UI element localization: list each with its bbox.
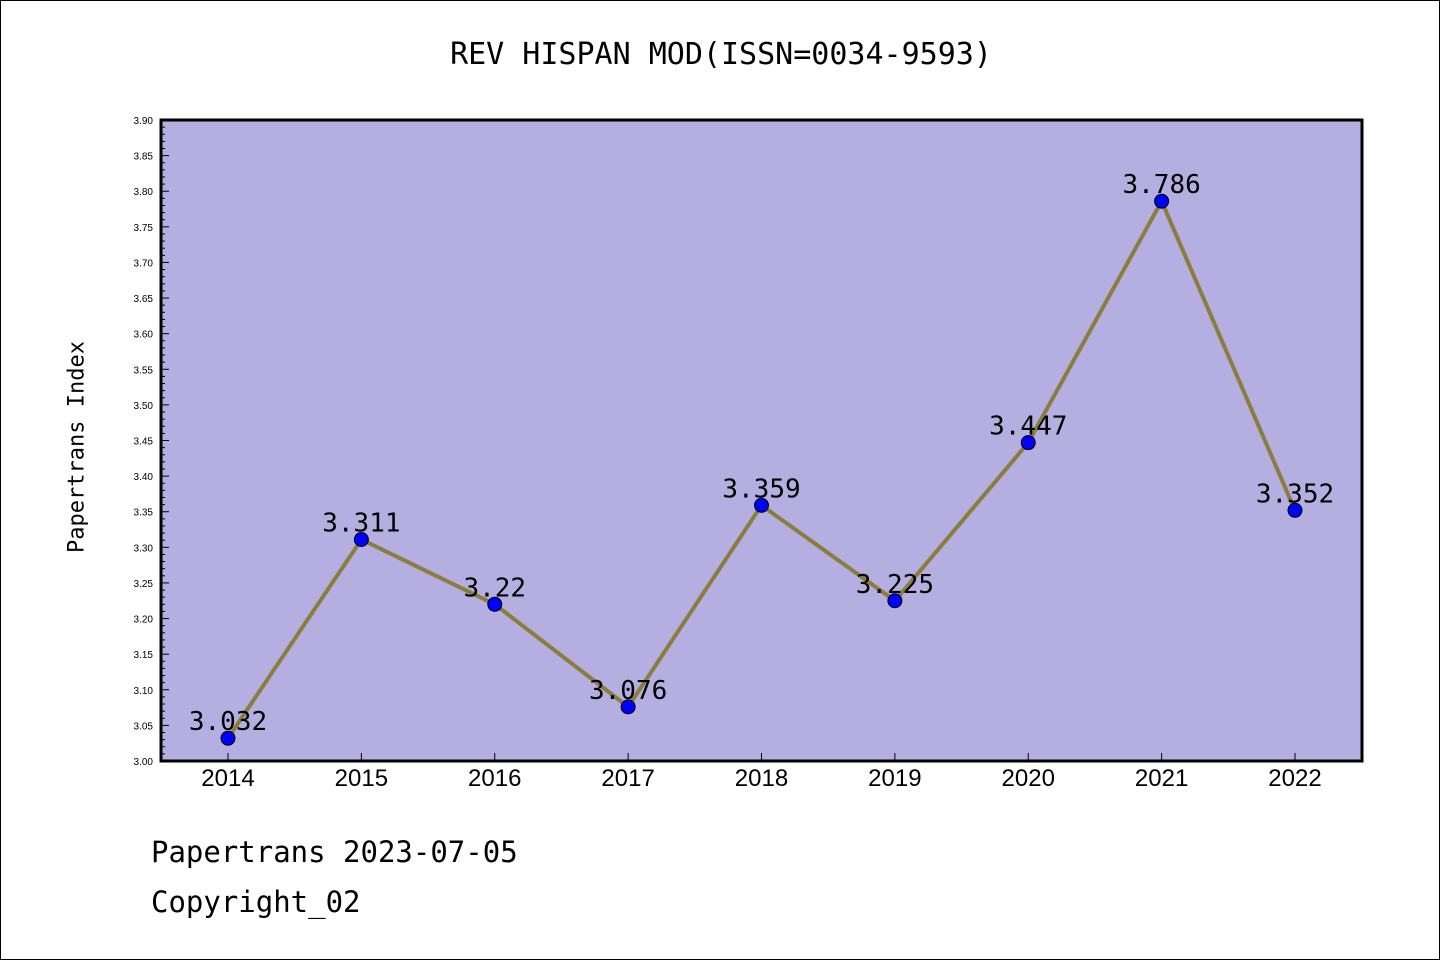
data-label: 3.352	[1256, 479, 1334, 509]
x-tick-label: 2016	[468, 765, 521, 792]
y-tick-label: 3.30	[134, 543, 154, 554]
data-label: 3.22	[463, 573, 526, 603]
y-tick-label: 3.85	[134, 152, 154, 163]
plot-frame	[159, 118, 1364, 763]
x-tick-label: 2014	[201, 765, 254, 792]
y-tick-label: 3.75	[134, 223, 154, 234]
y-axis: 3.00 3.05 3.10 3.15 3.20 3.25 3.30 3.35 3.40 3.45…	[134, 116, 169, 768]
y-tick-label: 3.25	[134, 579, 154, 590]
data-label: 3.032	[189, 707, 267, 737]
data-point	[1020, 435, 1036, 451]
y-tick-label: 3.15	[134, 650, 154, 661]
data-label: 3.311	[322, 508, 400, 538]
y-tick-label: 3.00	[134, 757, 154, 768]
x-tick-label: 2022	[1268, 765, 1321, 792]
footer-copyright: Copyright_02	[151, 885, 361, 919]
y-tick-label: 3.10	[134, 686, 154, 697]
x-tick-label: 2018	[735, 765, 788, 792]
y-tick-label: 3.40	[134, 472, 154, 483]
data-label: 3.447	[989, 412, 1067, 442]
y-tick-label: 3.70	[134, 258, 154, 269]
data-point	[754, 497, 769, 513]
y-tick-label: 3.20	[134, 615, 154, 626]
y-tick-label: 3.50	[134, 401, 154, 412]
x-tick-label: 2017	[601, 765, 654, 792]
x-tick-label: 2015	[335, 765, 388, 792]
data-point	[487, 596, 503, 612]
data-point	[620, 699, 636, 715]
data-point	[887, 593, 903, 609]
data-point	[220, 730, 236, 746]
data-point	[1287, 502, 1303, 518]
data-label: 3.786	[1122, 170, 1200, 200]
y-tick-label: 3.65	[134, 294, 154, 305]
x-tick-label: 2020	[1002, 765, 1055, 792]
y-tick-label: 3.55	[134, 365, 154, 376]
data-label: 3.225	[856, 570, 934, 600]
y-tick-label: 3.05	[134, 721, 154, 732]
data-point	[353, 531, 369, 547]
data-label: 3.076	[589, 676, 667, 706]
data-label: 3.359	[722, 474, 800, 504]
x-tick-label: 2019	[868, 765, 921, 792]
plot-area	[161, 120, 1362, 761]
y-tick-label: 3.90	[134, 116, 154, 127]
chart-title: REV HISPAN MOD(ISSN=0034-9593)	[450, 37, 992, 72]
series-line-group: 3.032 3.311 3.22 3.076 3.359 3.225 3.447 3.786 3…	[189, 170, 1334, 746]
y-tick-label: 3.35	[134, 508, 154, 519]
footer-date-line: Papertrans 2023-07-05	[151, 835, 518, 869]
y-tick-label: 3.45	[134, 437, 154, 448]
data-point	[1154, 193, 1170, 209]
x-tick-label: 2021	[1135, 765, 1188, 792]
x-axis: 2014 2015 2016 2017 2018 2019 2020 2021 2022	[201, 753, 1322, 792]
y-tick-label: 3.60	[134, 330, 154, 341]
y-tick-label: 3.80	[134, 187, 154, 198]
